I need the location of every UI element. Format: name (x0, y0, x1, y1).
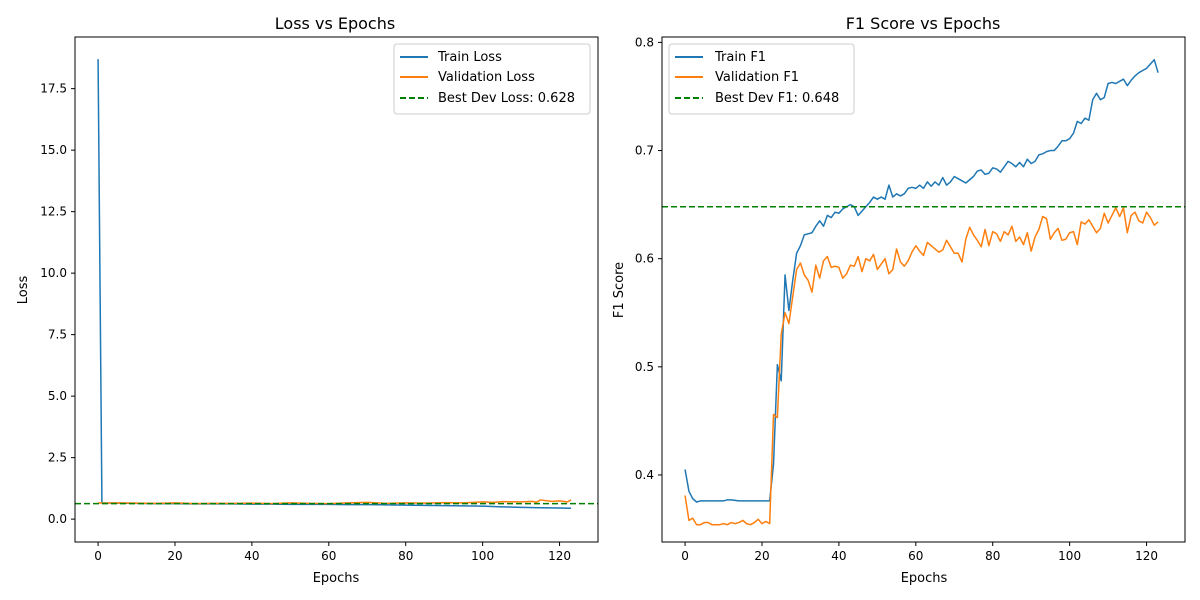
f1-legend-train-label: Train F1 (714, 50, 766, 65)
loss-x-tick-label: 80 (398, 549, 413, 563)
loss-x-tick-label: 60 (321, 549, 336, 563)
loss-chart-x-axis-label: Epochs (313, 571, 360, 586)
f1-chart-y-axis-label: F1 Score (612, 262, 627, 318)
loss-chart-y-axis-label: Loss (16, 276, 31, 305)
loss-chart-title: Loss vs Epochs (275, 14, 395, 33)
loss-legend-train-label: Train Loss (437, 50, 502, 65)
loss-y-tick-label: 10.0 (40, 266, 67, 280)
f1-y-tick-label: 0.4 (635, 468, 654, 482)
loss-x-tick-label: 20 (167, 549, 182, 563)
loss-y-tick-label: 5.0 (48, 389, 67, 403)
loss-legend-best-label: Best Dev Loss: 0.628 (438, 91, 575, 106)
f1-chart-x-axis-label: Epochs (901, 571, 948, 586)
f1-y-tick-label: 0.5 (635, 360, 654, 374)
loss-y-tick-label: 17.5 (40, 82, 67, 96)
f1-x-tick-label: 40 (831, 549, 846, 563)
loss-x-tick-label: 40 (244, 549, 259, 563)
loss-y-tick-label: 2.5 (48, 451, 67, 465)
f1-y-tick-label: 0.7 (635, 144, 654, 158)
loss-legend-validation-label: Validation Loss (438, 70, 535, 85)
loss-x-tick-label: 120 (548, 549, 571, 563)
f1-y-tick-label: 0.6 (635, 252, 654, 266)
loss-x-tick-label: 0 (94, 549, 102, 563)
f1-x-tick-label: 100 (1058, 549, 1081, 563)
f1-chart-title: F1 Score vs Epochs (846, 14, 1001, 33)
f1-legend-validation-label: Validation F1 (715, 70, 799, 85)
f1-x-tick-label: 120 (1135, 549, 1158, 563)
loss-x-tick-label: 100 (471, 549, 494, 563)
f1-chart-legend: Train F1 Validation F1 Best Dev F1: 0.64… (669, 44, 854, 114)
f1-y-tick-label: 0.8 (635, 35, 654, 49)
f1-legend-best-label: Best Dev F1: 0.648 (715, 91, 839, 106)
loss-y-tick-label: 7.5 (48, 328, 67, 342)
f1-x-tick-label: 0 (681, 549, 689, 563)
loss-y-tick-label: 15.0 (40, 143, 67, 157)
f1-x-tick-label: 80 (985, 549, 1000, 563)
f1-x-tick-label: 60 (908, 549, 923, 563)
loss-y-tick-label: 12.5 (40, 205, 67, 219)
loss-chart-legend: Train Loss Validation Loss Best Dev Loss… (394, 44, 590, 114)
f1-x-tick-label: 20 (754, 549, 769, 563)
loss-y-tick-label: 0.0 (48, 512, 67, 526)
